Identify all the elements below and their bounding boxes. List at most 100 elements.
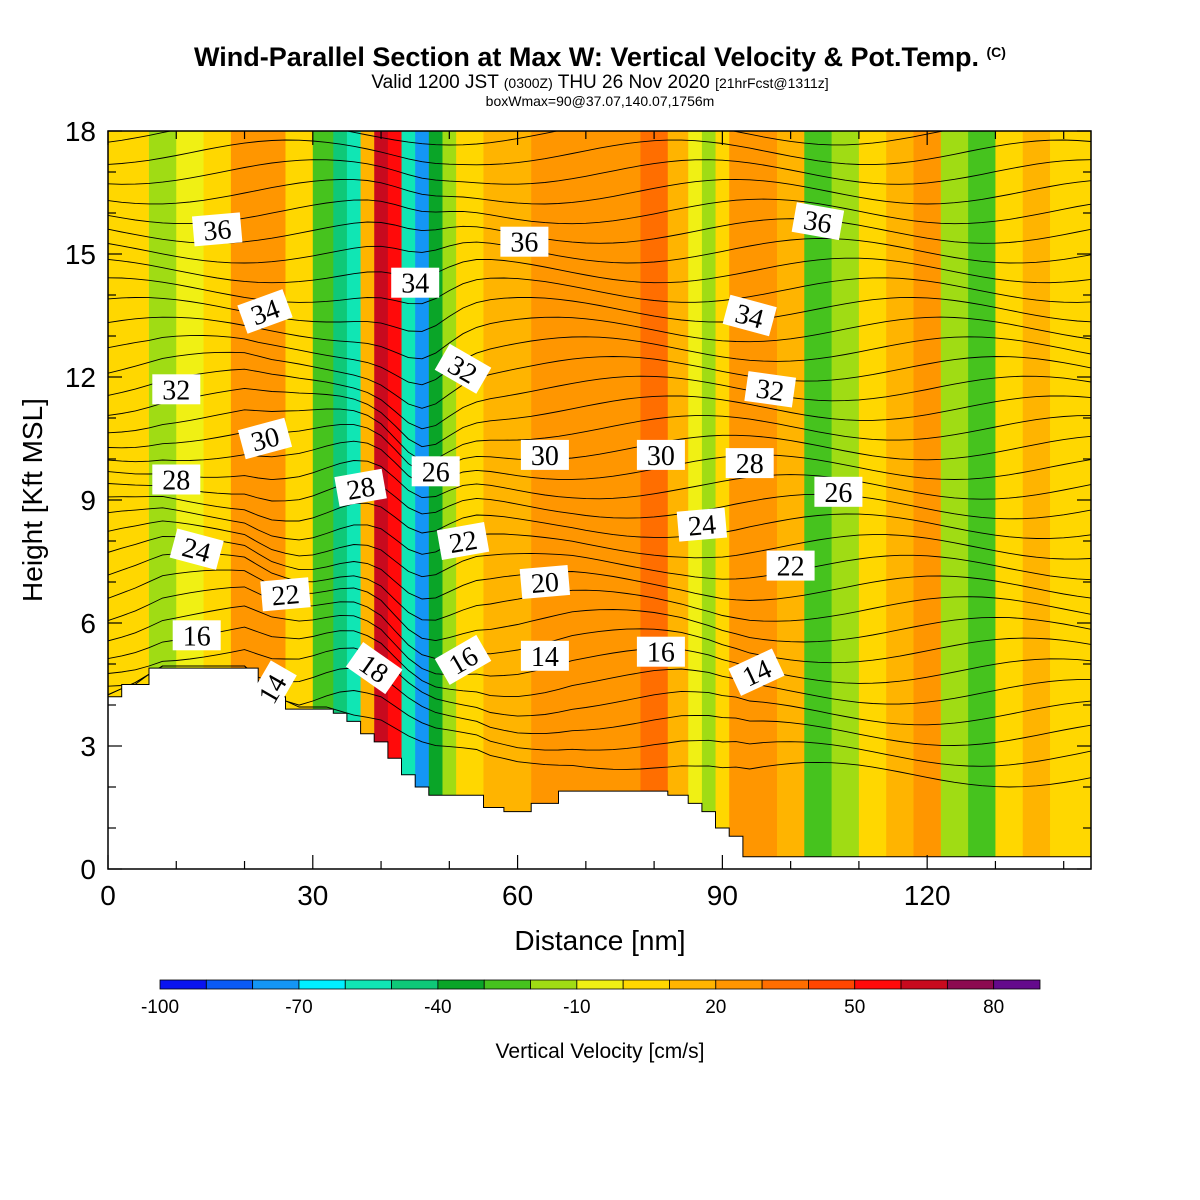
theta-label-text: 22 xyxy=(777,552,805,583)
y-axis-label: Height [Kft MSL] xyxy=(17,398,48,602)
colorbar-swatch xyxy=(437,979,485,990)
theta-contour xyxy=(108,316,1091,360)
colorbar-tick-label: -10 xyxy=(563,997,590,1018)
velocity-column xyxy=(415,131,430,869)
y-tick-label: 9 xyxy=(80,485,96,516)
theta-label-box xyxy=(722,294,777,337)
x-tick-label: 30 xyxy=(297,880,328,911)
theta-contour xyxy=(108,520,1091,581)
theta-contour xyxy=(108,351,1091,409)
y-tick-label: 18 xyxy=(65,116,96,147)
colorbar-tick-label: 80 xyxy=(983,997,1004,1018)
x-tick-label: 90 xyxy=(707,880,738,911)
theta-contour xyxy=(108,481,1091,520)
theta-label: 36 xyxy=(791,202,845,241)
velocity-column xyxy=(715,131,730,869)
theta-label-box xyxy=(246,660,297,717)
theta-label-box xyxy=(744,371,797,408)
theta-contour xyxy=(108,237,1091,264)
theta-label: 22 xyxy=(436,522,490,560)
velocity-column xyxy=(469,131,485,869)
theta-label: 26 xyxy=(411,456,460,488)
theta-label-box xyxy=(334,468,387,507)
theta-label-text: 24 xyxy=(687,509,718,542)
colorbar-tick-label: -40 xyxy=(424,997,451,1018)
theta-contour xyxy=(108,335,1091,386)
theta-label-box xyxy=(169,528,224,570)
theta-label-text: 28 xyxy=(344,471,377,506)
theta-label-box xyxy=(152,464,201,495)
theta-label: 36 xyxy=(500,226,549,259)
x-tick-label: 0 xyxy=(100,880,116,911)
theta-label-box xyxy=(676,507,728,542)
theta-label-box xyxy=(725,448,774,479)
box-wmax-line: boxWmax=90@37.07,140.07,1756m xyxy=(485,93,715,109)
theta-label-text: 16 xyxy=(183,621,211,652)
velocity-column xyxy=(688,131,703,869)
velocity-column xyxy=(742,131,758,869)
velocity-column xyxy=(585,131,614,869)
y-tick-label: 12 xyxy=(65,362,96,393)
colorbar-tick-label: -100 xyxy=(141,997,179,1018)
velocity-column xyxy=(701,131,717,869)
theta-label: 34 xyxy=(391,267,440,300)
theta-contour xyxy=(108,101,1091,126)
theta-label: 34 xyxy=(722,294,777,337)
velocity-column xyxy=(667,131,689,869)
theta-contour xyxy=(108,159,1091,185)
theta-label-box xyxy=(172,620,221,651)
theta-label-box xyxy=(520,439,569,470)
theta-label: 22 xyxy=(766,550,815,583)
theta-label-text: 28 xyxy=(736,449,764,480)
x-axis-label: Distance [nm] xyxy=(514,925,685,956)
velocity-column xyxy=(886,131,915,869)
valid-time-line: Valid 1200 JST (0300Z) THU 26 Nov 2020 [… xyxy=(0,72,1200,94)
terrain-mask xyxy=(108,667,1091,869)
theta-label: 24 xyxy=(169,528,224,570)
theta-contour xyxy=(108,460,1091,500)
theta-contour xyxy=(108,368,1091,430)
velocity-column xyxy=(776,131,805,869)
theta-label: 36 xyxy=(191,212,243,248)
theta-label-box xyxy=(728,648,785,696)
theta-label-box xyxy=(436,522,490,560)
theta-label-box xyxy=(260,577,311,612)
theta-label: 16 xyxy=(636,636,685,669)
colorbar-swatch xyxy=(483,979,531,990)
colorbar-swatch xyxy=(530,979,578,990)
colorbar-swatch xyxy=(205,979,254,990)
y-tick-label: 0 xyxy=(80,854,96,885)
y-tick-label: 15 xyxy=(65,239,96,270)
theta-contour xyxy=(108,626,1091,705)
theta-label-text: 14 xyxy=(531,642,559,673)
theta-label: 22 xyxy=(260,577,311,612)
theta-label-text: 28 xyxy=(162,466,190,497)
theta-label-box xyxy=(636,636,685,667)
theta-label-box xyxy=(766,550,815,581)
velocity-column xyxy=(442,131,457,869)
theta-label-box xyxy=(791,202,845,241)
theta-label-box xyxy=(636,439,685,470)
velocity-column xyxy=(1050,131,1078,869)
velocity-column xyxy=(940,131,969,869)
velocity-column xyxy=(640,131,669,869)
colorbar-swatch xyxy=(298,979,346,990)
theta-label-text: 32 xyxy=(754,373,786,408)
theta-label-text: 36 xyxy=(202,214,233,247)
colorbar-swatch xyxy=(761,979,809,990)
velocity-column xyxy=(968,131,997,869)
theta-contour xyxy=(108,647,1091,726)
valid-time: Valid 1200 JST xyxy=(371,72,499,93)
colorbar-swatch xyxy=(808,979,856,990)
colorbar-tick-label: 50 xyxy=(844,997,865,1018)
theta-contour xyxy=(108,387,1091,448)
theta-label-text: 22 xyxy=(447,525,480,560)
valid-time-utc: (0300Z) xyxy=(503,75,553,91)
velocity-column xyxy=(456,131,471,869)
theta-contour xyxy=(108,139,1091,166)
colorbar-label: Vertical Velocity [cm/s] xyxy=(496,1040,705,1063)
theta-label-text: 16 xyxy=(647,638,675,669)
velocity-column xyxy=(558,131,587,869)
theta-label-text: 22 xyxy=(270,579,301,612)
